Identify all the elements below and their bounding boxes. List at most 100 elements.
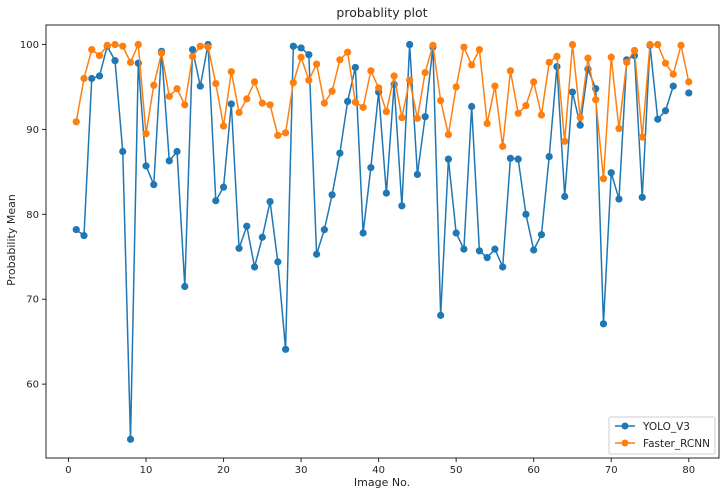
y-tick-label: 60 [26, 380, 39, 391]
data-point-yolo-v3 [475, 247, 484, 255]
data-point-yolo-v3 [514, 155, 522, 163]
data-point-yolo-v3 [196, 82, 204, 90]
plot-area [72, 40, 693, 443]
data-point-yolo-v3 [305, 51, 313, 59]
data-point-faster-rcnn [452, 83, 460, 91]
x-tick-label: 0 [65, 465, 71, 476]
data-point-faster-rcnn [576, 113, 584, 122]
data-point-yolo-v3 [638, 193, 646, 201]
data-point-faster-rcnn [545, 58, 553, 66]
data-point-yolo-v3 [281, 345, 290, 353]
x-tick-label: 20 [217, 465, 230, 476]
data-point-faster-rcnn [88, 46, 96, 54]
data-point-yolo-v3 [398, 202, 406, 210]
legend-label-faster-rcnn: Faster_RCNN [643, 438, 710, 450]
data-point-yolo-v3 [336, 149, 344, 157]
data-point-faster-rcnn [305, 76, 313, 84]
data-point-yolo-v3 [165, 157, 173, 165]
y-axis-label: Probability Mean [5, 194, 18, 286]
data-point-yolo-v3 [468, 102, 476, 111]
data-point-yolo-v3 [499, 263, 507, 271]
data-point-faster-rcnn [468, 61, 476, 69]
y-tick-label: 100 [20, 40, 39, 51]
data-point-faster-rcnn [103, 41, 111, 49]
data-point-faster-rcnn [375, 84, 383, 92]
data-point-yolo-v3 [274, 258, 282, 266]
data-point-yolo-v3 [235, 244, 243, 252]
data-point-yolo-v3 [80, 231, 88, 240]
data-point-faster-rcnn [72, 118, 80, 126]
data-point-faster-rcnn [165, 92, 173, 100]
data-point-yolo-v3 [537, 231, 546, 239]
data-point-faster-rcnn [157, 49, 166, 57]
x-tick-label: 70 [605, 465, 618, 476]
data-point-yolo-v3 [382, 189, 390, 197]
data-point-faster-rcnn [243, 95, 251, 103]
data-point-faster-rcnn [150, 81, 158, 89]
data-point-faster-rcnn [537, 111, 546, 119]
data-point-faster-rcnn [685, 78, 693, 86]
data-point-faster-rcnn [235, 108, 243, 117]
data-point-yolo-v3 [506, 154, 515, 162]
data-point-yolo-v3 [181, 282, 189, 291]
data-point-faster-rcnn [204, 43, 212, 51]
data-point-faster-rcnn [80, 74, 88, 83]
data-point-faster-rcnn [328, 87, 336, 95]
data-point-yolo-v3 [173, 147, 181, 156]
data-point-yolo-v3 [313, 250, 321, 258]
data-point-yolo-v3 [421, 113, 429, 121]
data-point-faster-rcnn [250, 78, 259, 86]
plot-frame [45, 24, 720, 459]
data-point-faster-rcnn [126, 58, 135, 66]
data-point-yolo-v3 [219, 183, 228, 191]
data-point-faster-rcnn [336, 56, 344, 64]
data-point-faster-rcnn [390, 72, 398, 80]
data-point-faster-rcnn [592, 96, 600, 104]
data-point-yolo-v3 [661, 107, 670, 115]
data-point-faster-rcnn [491, 82, 499, 90]
data-point-faster-rcnn [181, 101, 189, 109]
data-point-yolo-v3 [452, 229, 460, 237]
x-tick-label: 50 [450, 465, 463, 476]
data-point-faster-rcnn [530, 78, 538, 86]
legend-swatch-yolo-v3-marker [621, 422, 629, 430]
data-point-yolo-v3 [351, 63, 359, 72]
data-point-faster-rcnn [359, 103, 367, 111]
x-tick-label: 80 [682, 465, 695, 476]
data-point-faster-rcnn [351, 98, 359, 106]
data-point-faster-rcnn [173, 85, 181, 93]
data-point-faster-rcnn [289, 79, 297, 87]
data-point-faster-rcnn [460, 43, 468, 51]
legend-box [608, 416, 716, 455]
data-point-faster-rcnn [111, 40, 119, 49]
data-point-yolo-v3 [266, 198, 274, 206]
data-point-yolo-v3 [188, 46, 197, 54]
data-point-yolo-v3 [599, 320, 608, 328]
data-point-yolo-v3 [227, 100, 235, 108]
data-point-yolo-v3 [522, 210, 530, 218]
data-point-faster-rcnn [382, 108, 390, 116]
data-point-yolo-v3 [126, 435, 135, 443]
y-tick-label: 90 [26, 125, 39, 136]
data-point-faster-rcnn [188, 52, 197, 61]
data-point-faster-rcnn [514, 109, 522, 117]
data-point-faster-rcnn [599, 175, 608, 183]
data-point-faster-rcnn [398, 113, 406, 122]
data-point-yolo-v3 [444, 155, 452, 163]
data-point-faster-rcnn [281, 129, 290, 137]
data-point-faster-rcnn [561, 137, 569, 145]
x-tick-label: 10 [140, 465, 153, 476]
data-point-faster-rcnn [437, 96, 445, 105]
y-tick-label: 70 [26, 295, 39, 306]
data-point-yolo-v3 [243, 222, 251, 230]
data-point-yolo-v3 [212, 197, 220, 205]
data-point-yolo-v3 [359, 229, 367, 237]
data-point-faster-rcnn [522, 102, 530, 110]
data-point-faster-rcnn [134, 40, 142, 49]
data-point-faster-rcnn [568, 40, 577, 49]
data-point-yolo-v3 [561, 192, 569, 201]
data-point-yolo-v3 [367, 164, 375, 172]
data-point-faster-rcnn [669, 70, 677, 78]
data-point-faster-rcnn [258, 99, 266, 107]
